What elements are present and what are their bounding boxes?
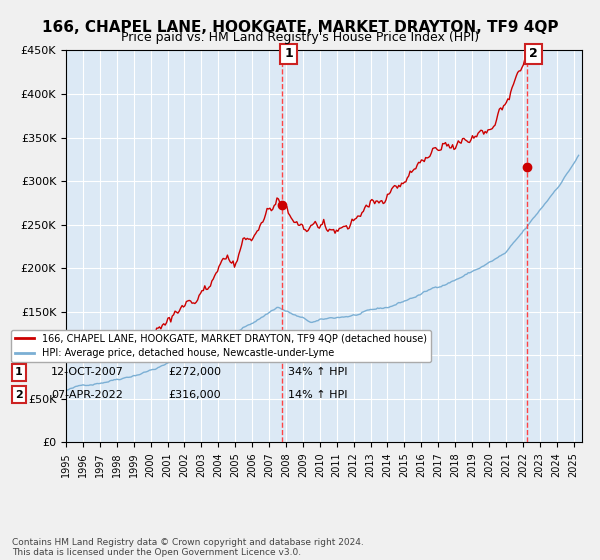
Text: Price paid vs. HM Land Registry's House Price Index (HPI): Price paid vs. HM Land Registry's House …: [121, 31, 479, 44]
Text: 34% ↑ HPI: 34% ↑ HPI: [288, 367, 347, 377]
Text: 1: 1: [284, 48, 293, 60]
Text: £272,000: £272,000: [168, 367, 221, 377]
Text: 166, CHAPEL LANE, HOOKGATE, MARKET DRAYTON, TF9 4QP: 166, CHAPEL LANE, HOOKGATE, MARKET DRAYT…: [42, 20, 558, 35]
Text: 1: 1: [15, 367, 23, 377]
Text: Contains HM Land Registry data © Crown copyright and database right 2024.
This d: Contains HM Land Registry data © Crown c…: [12, 538, 364, 557]
Text: 07-APR-2022: 07-APR-2022: [51, 390, 123, 400]
Text: 12-OCT-2007: 12-OCT-2007: [51, 367, 124, 377]
Text: 14% ↑ HPI: 14% ↑ HPI: [288, 390, 347, 400]
Text: 2: 2: [529, 48, 538, 60]
Text: 2: 2: [15, 390, 23, 400]
Text: £316,000: £316,000: [168, 390, 221, 400]
Legend: 166, CHAPEL LANE, HOOKGATE, MARKET DRAYTON, TF9 4QP (detached house), HPI: Avera: 166, CHAPEL LANE, HOOKGATE, MARKET DRAYT…: [11, 330, 431, 362]
